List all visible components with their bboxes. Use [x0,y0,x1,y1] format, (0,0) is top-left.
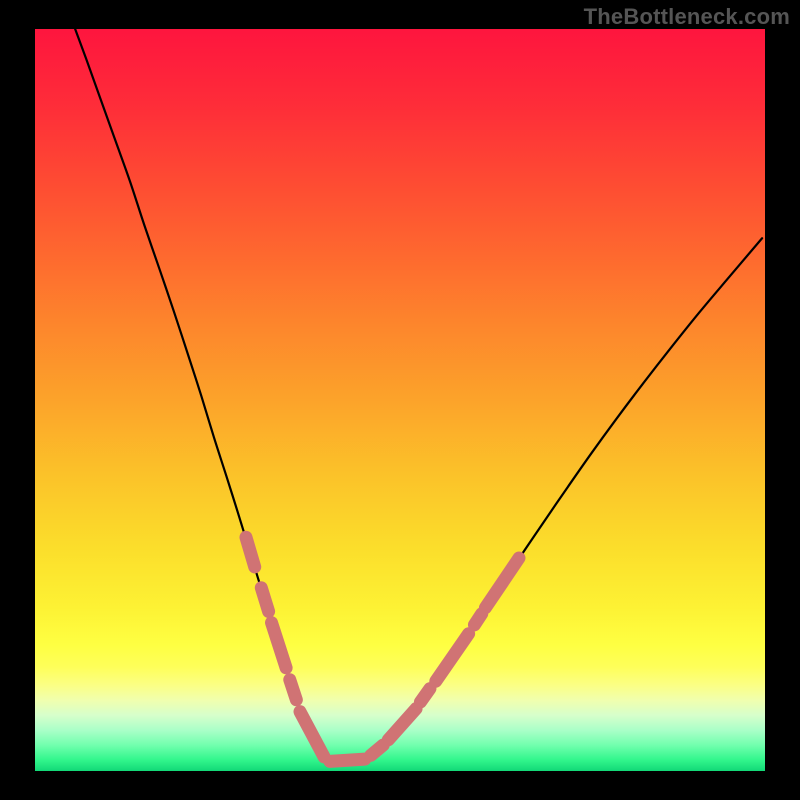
annotation-bead [420,689,429,702]
annotation-bead [261,588,268,612]
watermark-text: TheBottleneck.com [584,4,790,30]
chart-frame: TheBottleneck.com [0,0,800,800]
annotation-bead [330,759,365,761]
annotation-bead [474,614,481,625]
bottleneck-chart [35,29,765,771]
annotation-bead [290,680,297,700]
gradient-background [35,29,765,771]
annotation-bead [371,745,383,755]
annotation-bead [246,537,255,567]
